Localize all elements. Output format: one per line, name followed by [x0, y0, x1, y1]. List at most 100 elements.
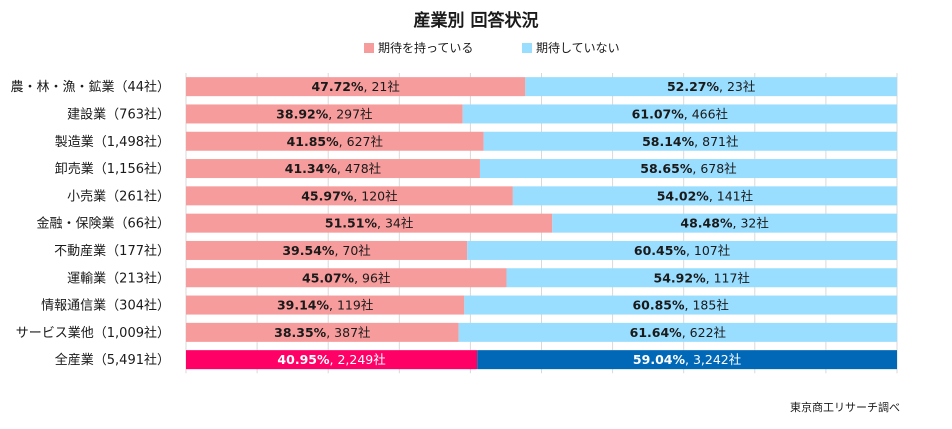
data-label: 39.54%, 70社: [282, 243, 370, 258]
data-label-count: 34社: [385, 216, 413, 231]
data-label-separator: ,: [686, 243, 694, 258]
bar-segment: [186, 295, 465, 315]
data-label-separator: ,: [329, 298, 337, 313]
data-label: 40.95%, 2,249社: [277, 352, 385, 367]
data-label-percent: 58.65%: [640, 161, 693, 176]
bar-segment: [525, 77, 897, 97]
data-label: 61.64%, 622社: [630, 325, 726, 340]
data-label-separator: ,: [364, 79, 372, 94]
data-label-count: 466社: [692, 106, 728, 121]
chart-title: 産業別 回答状況: [414, 10, 539, 31]
data-label-percent: 60.85%: [632, 298, 685, 313]
data-label: 48.48%, 32社: [680, 216, 768, 231]
data-label-count: 2,249社: [337, 352, 385, 367]
data-label-count: 871社: [702, 134, 738, 149]
data-label-count: 96社: [362, 270, 390, 285]
data-label-count: 185社: [692, 298, 728, 313]
data-label-count: 107社: [694, 243, 730, 258]
bar-segment: [186, 322, 459, 342]
bar-segment: [506, 268, 897, 288]
data-label-percent: 38.35%: [274, 325, 327, 340]
bar-segment: [458, 322, 897, 342]
data-label-count: 21社: [371, 79, 399, 94]
data-label-separator: ,: [719, 79, 727, 94]
data-label-percent: 40.95%: [277, 352, 330, 367]
data-label-percent: 48.48%: [680, 216, 733, 231]
data-label: 38.92%, 297社: [276, 106, 372, 121]
data-label: 51.51%, 34社: [325, 216, 413, 231]
data-label-count: 387社: [334, 325, 370, 340]
data-label-separator: ,: [377, 216, 385, 231]
category-label: 農・林・漁・鉱業（44社）: [10, 79, 170, 95]
data-label-separator: ,: [685, 298, 693, 313]
legend-label-not-expecting: 期待していない: [536, 41, 620, 55]
data-label-count: 119社: [337, 298, 373, 313]
data-label-count: 678社: [700, 161, 736, 176]
data-label-separator: ,: [732, 216, 740, 231]
data-label: 58.14%, 871社: [642, 134, 738, 149]
data-label-count: 297社: [336, 106, 372, 121]
plot-area: 農・林・漁・鉱業（44社） 47.72%, 21社 52.27%, 23社建設業（7…: [10, 73, 898, 374]
category-label: 製造業（1,498社）: [55, 134, 170, 150]
data-label: 60.45%, 107社: [634, 243, 730, 258]
bar-segment: [483, 131, 897, 151]
bar-segment: [479, 159, 897, 179]
data-label-percent: 38.92%: [276, 106, 329, 121]
data-label-percent: 39.14%: [277, 298, 330, 313]
legend: 期待を持っている 期待していない: [364, 40, 620, 55]
data-label-count: 120社: [361, 188, 397, 203]
data-label-percent: 51.51%: [325, 216, 378, 231]
category-label: 小売業（261社）: [67, 188, 170, 204]
bar-segment: [512, 186, 897, 206]
data-label-percent: 54.92%: [654, 270, 707, 285]
data-label-count: 23社: [727, 79, 755, 94]
category-label: 全産業（5,491社）: [55, 352, 170, 368]
bar-segment: [186, 350, 478, 370]
data-label-count: 478社: [345, 161, 381, 176]
category-label: 建設業（763社）: [67, 106, 170, 122]
data-label: 54.92%, 117社: [654, 270, 750, 285]
data-label-percent: 61.64%: [630, 325, 683, 340]
bar-segment: [186, 213, 553, 233]
data-label-count: 627社: [347, 134, 383, 149]
data-label-percent: 60.45%: [634, 243, 687, 258]
data-label-separator: ,: [330, 352, 338, 367]
bar-segment: [467, 240, 897, 260]
legend-swatch-expecting: [364, 43, 374, 53]
data-label-count: 622社: [690, 325, 726, 340]
data-label-separator: ,: [684, 106, 692, 121]
data-label: 60.85%, 185社: [632, 298, 728, 313]
data-label: 59.04%, 3,242社: [633, 352, 741, 367]
bar-segment: [186, 104, 463, 124]
data-label: 39.14%, 119社: [277, 298, 373, 313]
category-label: 情報通信業（304社）: [41, 298, 170, 314]
data-label-separator: ,: [682, 325, 690, 340]
data-label-percent: 47.72%: [311, 79, 364, 94]
data-label: 41.34%, 478社: [285, 161, 381, 176]
data-label: 45.07%, 96社: [302, 270, 390, 285]
data-label-count: 117社: [714, 270, 750, 285]
category-label: 運輸業（213社）: [67, 270, 170, 286]
data-label-percent: 39.54%: [282, 243, 335, 258]
data-label-separator: ,: [334, 243, 342, 258]
data-label-count: 32社: [740, 216, 768, 231]
bar-segment: [477, 350, 897, 370]
data-label-percent: 61.07%: [632, 106, 685, 121]
legend-label-expecting: 期待を持っている: [378, 40, 473, 55]
data-label-separator: ,: [694, 134, 702, 149]
data-label-percent: 41.85%: [287, 134, 340, 149]
data-label-separator: ,: [328, 106, 336, 121]
data-label: 52.27%, 23社: [667, 79, 755, 94]
bar-segment: [462, 104, 897, 124]
data-label-separator: ,: [685, 352, 693, 367]
data-label-separator: ,: [353, 188, 361, 203]
category-label: サービス業他（1,009社）: [16, 325, 170, 341]
data-label: 54.02%, 141社: [657, 188, 753, 203]
data-label-count: 141社: [717, 188, 753, 203]
data-label-percent: 59.04%: [633, 352, 686, 367]
data-label-separator: ,: [692, 161, 700, 176]
bar-segment: [186, 186, 513, 206]
data-label-count: 70社: [342, 243, 370, 258]
data-label-separator: ,: [706, 270, 714, 285]
data-label: 58.65%, 678社: [640, 161, 736, 176]
